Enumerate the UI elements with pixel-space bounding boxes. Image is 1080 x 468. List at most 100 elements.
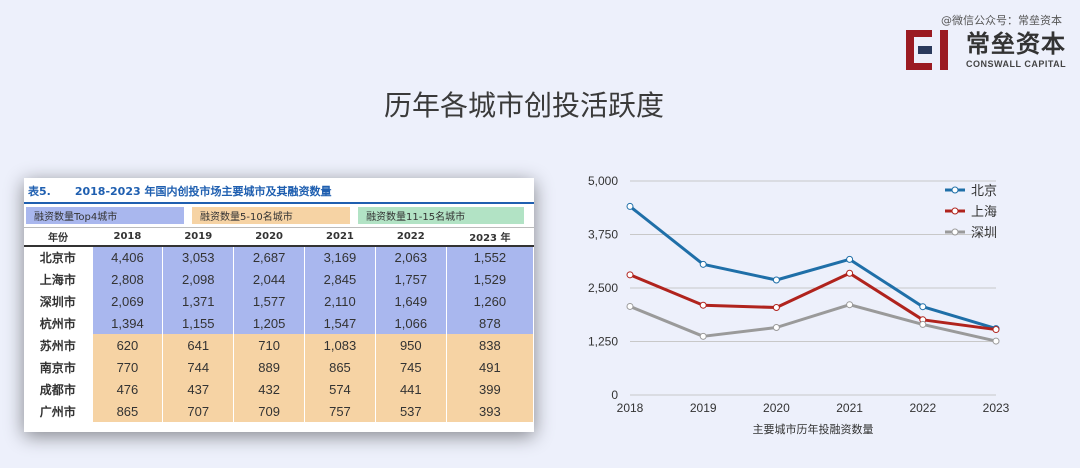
table-cell-value: 2,687 <box>233 246 306 268</box>
y-tick-label: 0 <box>611 388 618 402</box>
table-cell-value: 1,083 <box>304 334 376 356</box>
city-financing-table: 年份 2018 2019 2020 2021 2022 2023 年 北京市 4,406 3,0… <box>24 228 534 422</box>
table-cell-value: 1,547 <box>304 312 376 334</box>
table-cell-value: 865 <box>92 400 164 422</box>
data-point <box>772 304 780 312</box>
table-cell-value: 1,260 <box>446 290 534 312</box>
logo-chinese-name: 常垒资本 <box>966 30 1066 58</box>
series-line <box>629 205 997 331</box>
data-point <box>626 302 634 310</box>
series-line <box>629 303 997 343</box>
table-cell-value: 476 <box>92 378 164 400</box>
legend-top4: 融资数量Top4城市 <box>26 207 185 224</box>
x-axis-title: 主要城市历年投融资数量 <box>753 422 874 436</box>
x-tick-label: 2018 <box>617 401 644 415</box>
table-cell-value: 491 <box>446 356 534 378</box>
table-cell-value: 3,053 <box>162 246 235 268</box>
table-cell-city: 北京市 <box>24 246 93 268</box>
table-cell-value: 1,394 <box>92 312 164 334</box>
watermark-text: @微信公众号：常垒资本 <box>941 14 1062 27</box>
table-cell-value: 878 <box>446 312 534 334</box>
table-cell-value: 432 <box>233 378 306 400</box>
table-cell-value: 1,205 <box>233 312 306 334</box>
x-tick-label: 2019 <box>690 401 717 415</box>
table-cell-value: 1,371 <box>162 290 235 312</box>
data-point <box>699 301 707 309</box>
table-header-year: 2023 年 <box>446 228 534 247</box>
table-row: 南京市 770 744 889 865 745 491 <box>24 356 534 378</box>
table-cell-value: 744 <box>162 356 235 378</box>
data-point <box>846 255 854 263</box>
table-row: 苏州市 620 641 710 1,083 950 838 <box>24 334 534 356</box>
table-cell-value: 707 <box>162 400 235 422</box>
legend-rank-11-15: 融资数量11-15名城市 <box>358 207 524 224</box>
x-tick-label: 2021 <box>836 401 863 415</box>
table-cell-value: 1,529 <box>446 268 534 290</box>
table-cell-value: 1,155 <box>162 312 235 334</box>
table-cell-city: 上海市 <box>24 268 93 290</box>
x-tick-label: 2020 <box>763 401 790 415</box>
table-header-row: 年份 2018 2019 2020 2021 2022 2023 年 <box>24 228 534 247</box>
data-point <box>626 202 634 210</box>
table-cell-value: 757 <box>304 400 376 422</box>
table-cell-value: 641 <box>162 334 235 356</box>
table-cell-value: 2,069 <box>92 290 164 312</box>
data-point <box>992 337 1000 345</box>
y-tick-label: 1,250 <box>588 335 618 349</box>
data-point <box>772 324 780 332</box>
x-tick-label: 2023 <box>983 401 1010 415</box>
table-cell-value: 2,808 <box>92 268 164 290</box>
line-chart: 0 1,250 2,500 3,750 5,000 2018 2019 2020 2021 202… <box>560 160 1020 450</box>
table-cell-value: 393 <box>446 400 534 422</box>
series-line <box>629 271 997 332</box>
table-header-year: 2022 <box>375 228 447 247</box>
data-point <box>919 303 927 311</box>
table-number: 表5. <box>28 185 51 198</box>
line-chart-svg: 0 1,250 2,500 3,750 5,000 2018 2019 2020 2021 202… <box>588 174 1010 436</box>
table-cell-value: 865 <box>304 356 376 378</box>
legend-label: 上海 <box>971 205 997 220</box>
table-cell-value: 574 <box>304 378 376 400</box>
legend-label: 深圳 <box>971 226 997 241</box>
city-financing-table-panel: 表5. 2018-2023 年国内创投市场主要城市及其融资数量 融资数量Top4城… <box>24 178 534 432</box>
legend-swatch-marker <box>951 186 959 194</box>
data-point <box>846 301 854 309</box>
table-caption-text: 2018-2023 年国内创投市场主要城市及其融资数量 <box>74 185 332 198</box>
data-point <box>992 326 1000 334</box>
table-cell-value: 620 <box>92 334 164 356</box>
table-cell-value: 889 <box>233 356 306 378</box>
table-legend: 融资数量Top4城市 融资数量5-10名城市 融资数量11-15名城市 <box>24 204 534 228</box>
table-row: 广州市 865 707 709 757 537 393 <box>24 400 534 422</box>
table-cell-value: 1,066 <box>375 312 447 334</box>
table-row: 上海市 2,808 2,098 2,044 2,845 1,757 1,529 <box>24 268 534 290</box>
conswall-logo-mark <box>906 30 948 70</box>
table-cell-value: 2,063 <box>375 246 447 268</box>
table-cell-value: 2,098 <box>162 268 235 290</box>
table-row: 成都市 476 437 432 574 441 399 <box>24 378 534 400</box>
data-point <box>919 320 927 328</box>
x-tick-label: 2022 <box>909 401 936 415</box>
logo-english-name: CONSWALL CAPITAL <box>966 59 1067 69</box>
table-row: 北京市 4,406 3,053 2,687 3,169 2,063 1,552 <box>24 246 534 268</box>
table-cell-city: 苏州市 <box>24 334 93 356</box>
table-header-year: 2021 <box>304 228 376 247</box>
data-point <box>626 271 634 279</box>
table-cell-city: 广州市 <box>24 400 93 422</box>
table-cell-value: 437 <box>162 378 235 400</box>
legend-swatch-marker <box>951 228 959 236</box>
y-tick-label: 5,000 <box>588 174 618 188</box>
table-row: 深圳市 2,069 1,371 1,577 2,110 1,649 1,260 <box>24 290 534 312</box>
company-logo: 常垒资本 CONSWALL CAPITAL <box>906 30 1066 70</box>
legend-swatch-marker <box>951 207 959 215</box>
table-cell-city: 南京市 <box>24 356 93 378</box>
y-tick-label: 3,750 <box>588 228 618 242</box>
table-cell-value: 1,577 <box>233 290 306 312</box>
data-point <box>772 276 780 284</box>
table-cell-value: 441 <box>375 378 447 400</box>
table-cell-value: 710 <box>233 334 306 356</box>
table-cell-value: 838 <box>446 334 534 356</box>
table-cell-value: 537 <box>375 400 447 422</box>
data-point <box>846 269 854 277</box>
table-cell-value: 1,649 <box>375 290 447 312</box>
table-row: 杭州市 1,394 1,155 1,205 1,547 1,066 878 <box>24 312 534 334</box>
